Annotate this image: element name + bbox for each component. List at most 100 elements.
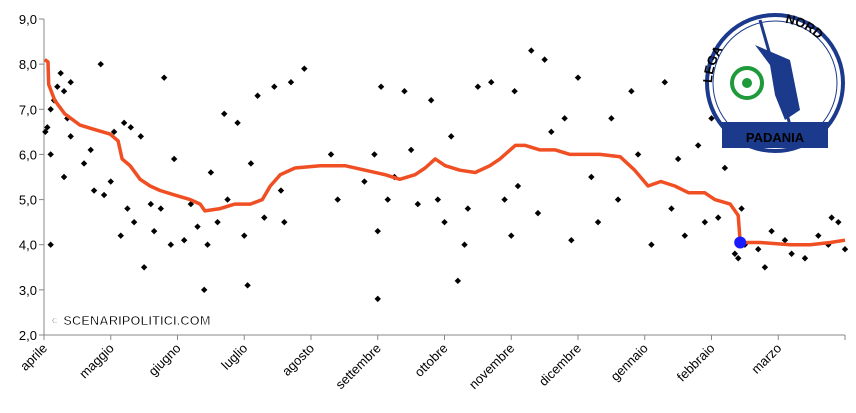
- y-tick-label: 2,0: [19, 328, 37, 343]
- data-point: [42, 128, 49, 136]
- data-point: [464, 205, 472, 212]
- data-point: [54, 83, 61, 90]
- x-tick-label: febbraio: [674, 341, 718, 385]
- y-tick-label: 4,0: [19, 238, 37, 253]
- data-point: [801, 255, 809, 262]
- data-point: [334, 196, 341, 203]
- data-point: [694, 142, 702, 149]
- data-point: [461, 241, 468, 248]
- data-point: [90, 187, 98, 194]
- data-point: [87, 146, 94, 154]
- data-point: [160, 74, 168, 81]
- y-tick-label: 6,0: [19, 147, 37, 162]
- data-point: [67, 79, 74, 86]
- data-point: [124, 205, 131, 212]
- data-point: [384, 196, 391, 203]
- data-point: [224, 196, 231, 203]
- data-point: [701, 218, 709, 226]
- data-point: [714, 214, 722, 221]
- data-point: [100, 191, 108, 199]
- data-point: [661, 79, 668, 86]
- y-tick-label: 7,0: [19, 102, 37, 117]
- highlight-point: [734, 236, 747, 249]
- x-tick-label: settembre: [332, 341, 383, 392]
- data-point: [247, 160, 255, 167]
- x-tick-label: giugno: [145, 341, 183, 379]
- data-point: [841, 246, 849, 253]
- data-point: [47, 106, 54, 113]
- data-point: [57, 69, 64, 77]
- data-point: [127, 124, 134, 131]
- data-point: [271, 83, 278, 90]
- data-point: [60, 173, 68, 181]
- data-point: [628, 88, 635, 95]
- data-point: [221, 110, 228, 117]
- data-point: [738, 205, 745, 212]
- data-point: [117, 232, 124, 239]
- x-tick-label: dicembre: [536, 341, 584, 389]
- data-point: [377, 83, 385, 90]
- data-point: [241, 232, 248, 239]
- data-point: [514, 182, 522, 190]
- data-point: [277, 187, 285, 194]
- data-point: [608, 115, 615, 122]
- data-point: [327, 151, 335, 158]
- data-point: [110, 128, 118, 136]
- data-point: [434, 196, 442, 203]
- data-point: [180, 237, 188, 244]
- x-tick-label: marzo: [748, 341, 784, 377]
- data-point: [150, 227, 158, 235]
- data-point: [548, 128, 555, 136]
- data-point: [157, 205, 165, 212]
- data-point: [47, 241, 54, 248]
- data-point: [201, 286, 208, 294]
- data-point: [60, 88, 68, 95]
- data-point: [67, 133, 74, 140]
- data-point: [214, 218, 221, 226]
- trend-line: [43, 58, 846, 247]
- x-tick-label: aprile: [17, 341, 50, 374]
- data-point: [511, 88, 518, 95]
- data-point: [534, 209, 542, 217]
- data-point: [594, 218, 602, 226]
- data-point: [80, 160, 88, 167]
- y-tick-label: 5,0: [19, 193, 37, 208]
- data-point: [261, 214, 268, 221]
- data-point: [731, 250, 739, 257]
- data-point: [374, 295, 381, 303]
- watermark: © SCENARIPOLITICI.COM: [50, 313, 211, 328]
- data-point: [674, 155, 682, 163]
- logo-banner: PADANIA: [746, 130, 805, 145]
- data-point: [244, 282, 251, 289]
- data-point: [427, 97, 435, 104]
- data-point: [234, 119, 241, 127]
- data-point: [414, 200, 421, 208]
- data-point: [371, 151, 378, 158]
- data-point: [588, 173, 595, 181]
- x-tick-label: maggio: [76, 341, 117, 382]
- data-point: [194, 223, 201, 230]
- data-point: [301, 65, 308, 72]
- x-tick-label: gennaio: [608, 341, 651, 384]
- data-point: [568, 237, 575, 244]
- data-point: [508, 232, 515, 239]
- data-point: [788, 250, 795, 257]
- data-point: [815, 232, 822, 239]
- data-point: [768, 227, 775, 235]
- data-point: [735, 255, 742, 262]
- data-point: [204, 241, 211, 248]
- data-point: [401, 88, 408, 95]
- data-point: [374, 227, 381, 235]
- data-point: [614, 196, 622, 203]
- y-tick-label: 8,0: [19, 57, 37, 72]
- data-point: [681, 232, 688, 239]
- data-point: [47, 151, 54, 158]
- data-point: [137, 133, 144, 140]
- data-point: [361, 178, 368, 185]
- x-tick-label: agosto: [279, 341, 317, 379]
- data-point: [541, 56, 548, 63]
- data-point: [501, 196, 508, 203]
- x-tick-label: novembre: [466, 341, 517, 392]
- data-point: [828, 214, 835, 221]
